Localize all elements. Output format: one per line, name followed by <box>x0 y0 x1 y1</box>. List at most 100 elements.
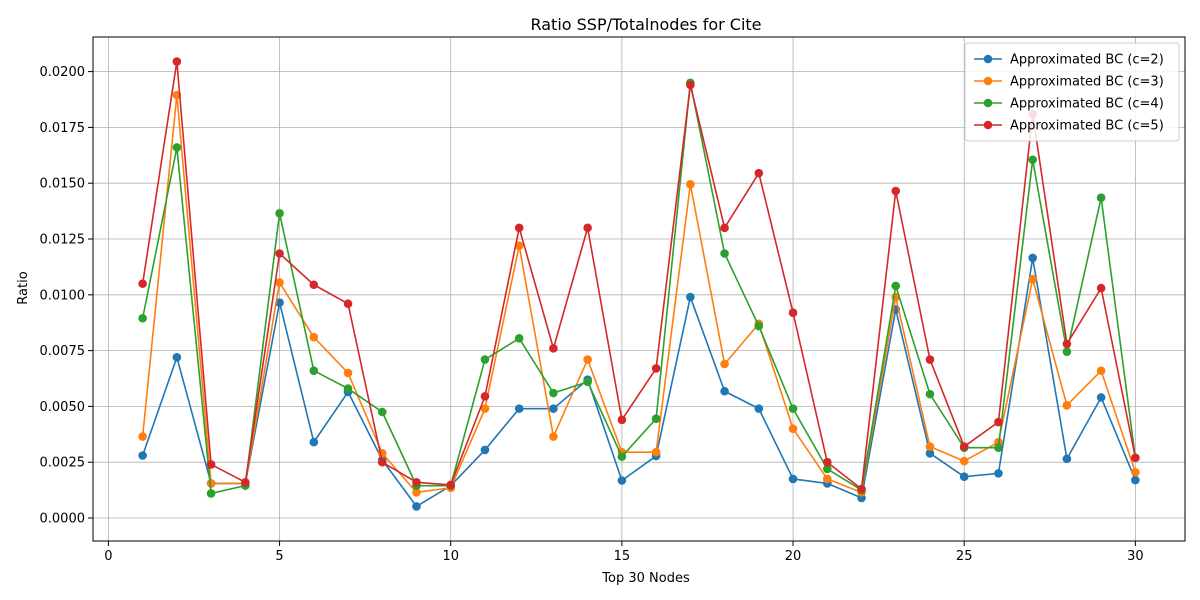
data-point <box>583 377 592 387</box>
data-point <box>1028 274 1037 284</box>
data-point <box>925 448 935 458</box>
data-point <box>959 472 969 482</box>
data-point <box>754 168 764 178</box>
legend-marker <box>983 120 993 130</box>
data-point <box>822 457 832 467</box>
data-point <box>138 279 147 288</box>
data-point <box>138 432 147 441</box>
data-point <box>206 489 216 498</box>
data-point <box>720 386 729 396</box>
data-point <box>788 424 798 434</box>
data-point <box>754 321 764 331</box>
data-point <box>446 480 456 490</box>
data-point <box>1131 475 1140 485</box>
data-point <box>822 464 832 474</box>
data-point <box>686 180 695 189</box>
series-line <box>141 81 1137 495</box>
legend-label: Approximated BC (c=4) <box>1010 97 1164 112</box>
data-point <box>480 445 490 455</box>
legend-box <box>964 42 1180 142</box>
y-tick-label: 0.0025 <box>40 456 86 471</box>
x-tick-label: 20 <box>785 549 802 564</box>
data-point <box>480 392 490 401</box>
data-point <box>549 432 558 441</box>
data-point <box>343 384 353 393</box>
data-point <box>549 404 558 413</box>
data-point <box>241 477 250 487</box>
data-point <box>1096 193 1106 203</box>
y-tick-label: 0.0100 <box>40 288 86 303</box>
data-point <box>275 278 284 287</box>
y-tick-label: 0.0200 <box>40 65 86 80</box>
data-point <box>720 223 729 233</box>
data-point <box>343 299 353 309</box>
data-point <box>172 143 182 152</box>
data-point <box>275 249 284 258</box>
data-point <box>172 353 182 362</box>
data-point <box>309 437 319 447</box>
data-point <box>138 451 147 460</box>
data-point <box>754 404 764 413</box>
data-point <box>788 474 798 484</box>
data-point <box>1062 400 1072 410</box>
data-point <box>514 334 524 343</box>
data-point <box>857 484 866 494</box>
data-point <box>1131 453 1140 463</box>
data-point <box>720 359 729 369</box>
data-point <box>1096 366 1106 375</box>
series-layer <box>138 57 1140 511</box>
legend-marker <box>983 54 993 64</box>
data-point <box>309 332 319 342</box>
data-point <box>822 474 832 484</box>
data-point <box>891 186 901 196</box>
legend-label: Approximated BC (c=3) <box>1010 75 1164 90</box>
data-point <box>617 476 627 485</box>
data-point <box>617 415 627 425</box>
x-tick-label: 15 <box>614 549 631 564</box>
data-point <box>925 355 935 364</box>
x-tick-label: 25 <box>956 549 973 564</box>
data-point <box>891 281 901 291</box>
data-point <box>686 80 695 90</box>
data-point <box>549 388 558 398</box>
data-point <box>686 292 695 302</box>
data-point <box>480 355 490 364</box>
data-point <box>412 488 421 497</box>
data-point <box>309 280 319 290</box>
data-point <box>651 364 661 373</box>
data-point <box>925 442 935 451</box>
y-tick-label: 0.0000 <box>40 512 86 527</box>
legend-item: Approximated BC (c=2) <box>974 53 1164 68</box>
data-point <box>549 344 558 353</box>
data-point <box>275 209 284 218</box>
data-point <box>172 57 182 66</box>
data-point <box>480 404 490 413</box>
series-line <box>141 94 1137 494</box>
y-tick-label: 0.0125 <box>40 233 86 248</box>
y-tick-label: 0.0075 <box>40 344 86 359</box>
legend-marker <box>983 98 993 108</box>
data-point <box>514 404 524 413</box>
series-line <box>141 257 1137 508</box>
data-point <box>514 241 524 250</box>
series-1 <box>138 253 1140 511</box>
data-point <box>343 368 353 378</box>
x-tick-label: 0 <box>104 549 112 564</box>
data-point <box>583 355 592 364</box>
data-point <box>138 313 147 323</box>
series-line <box>141 60 1137 490</box>
data-point <box>1028 253 1037 263</box>
legend-label: Approximated BC (c=2) <box>1010 53 1164 68</box>
data-point <box>309 366 319 375</box>
data-point <box>275 298 284 307</box>
data-point <box>1062 347 1072 357</box>
legend-item: Approximated BC (c=3) <box>974 75 1164 90</box>
data-point <box>1062 454 1072 464</box>
y-tick-label: 0.0175 <box>40 121 86 136</box>
x-axis-title: Top 30 Nodes <box>601 571 690 586</box>
data-point <box>720 249 729 258</box>
data-point <box>377 407 387 417</box>
x-tick-label: 5 <box>275 549 283 564</box>
data-point <box>651 414 661 423</box>
